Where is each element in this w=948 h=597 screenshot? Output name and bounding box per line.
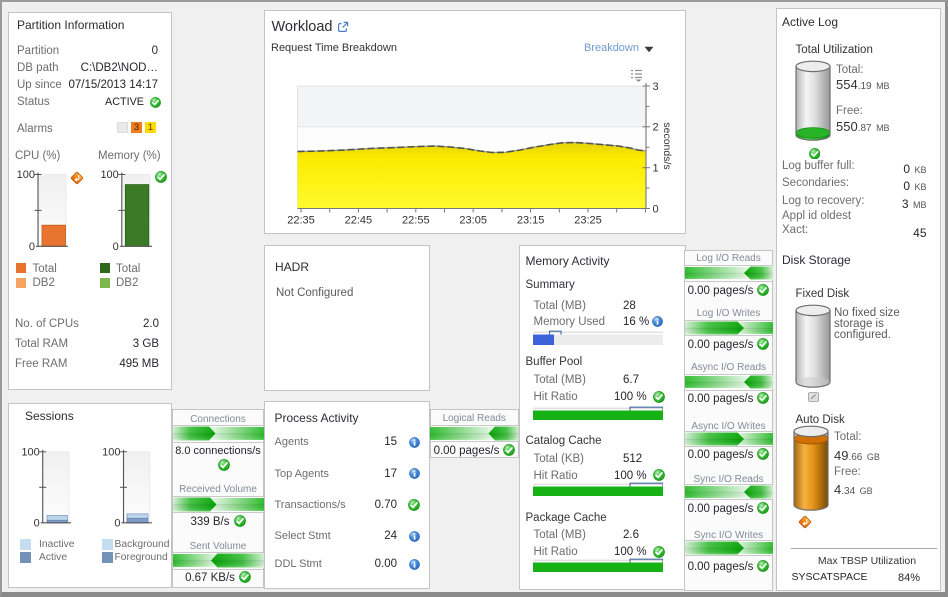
svg-text:23:25: 23:25 [574, 215, 602, 227]
svg-text:seconds/s: seconds/s [661, 122, 673, 169]
svg-text:0: 0 [29, 241, 35, 253]
svg-text:23:05: 23:05 [459, 215, 487, 227]
svg-text:0: 0 [653, 203, 659, 215]
svg-text:100: 100 [21, 446, 39, 458]
svg-text:22:55: 22:55 [402, 215, 430, 227]
svg-text:2: 2 [653, 122, 659, 134]
svg-text:23:15: 23:15 [517, 215, 545, 227]
svg-text:0: 0 [34, 517, 40, 529]
svg-text:100: 100 [17, 169, 35, 181]
svg-text:22:35: 22:35 [287, 215, 315, 227]
svg-text:3: 3 [653, 81, 659, 93]
svg-text:100: 100 [102, 446, 120, 458]
svg-text:0: 0 [113, 241, 119, 253]
svg-text:100: 100 [100, 169, 118, 181]
svg-text:0: 0 [114, 517, 120, 529]
svg-text:1: 1 [653, 163, 659, 175]
svg-text:22:45: 22:45 [345, 215, 373, 227]
